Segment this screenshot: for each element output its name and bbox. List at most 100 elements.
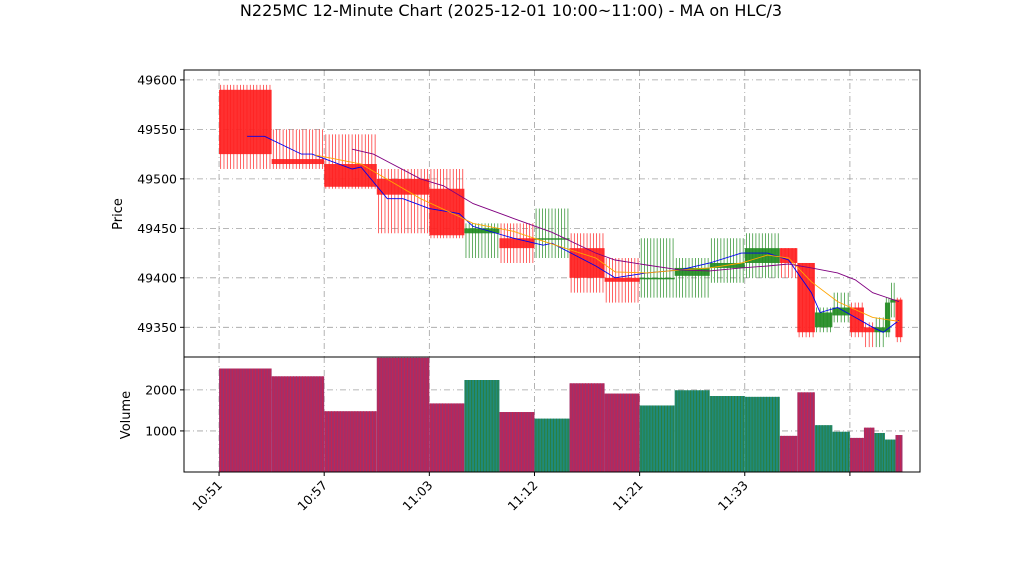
candle	[499, 223, 535, 263]
moving-average-lines	[247, 135, 900, 333]
candle-body	[832, 307, 850, 316]
moving-average-line	[247, 135, 900, 333]
volume-bar-fill	[874, 432, 885, 472]
time-tick-label: 10:51	[189, 478, 225, 514]
time-axis: 10:51 10:57 11:03 11:12 11:21 11:33	[189, 472, 851, 514]
volume-bar-fill	[744, 396, 780, 472]
volume-bar	[849, 437, 864, 472]
volume-bar	[271, 376, 325, 472]
volume-bar	[324, 411, 377, 472]
time-tick-label: 11:12	[505, 478, 541, 514]
volume-bar-fill	[814, 425, 833, 472]
volume-bar-fill	[709, 396, 745, 472]
candle	[709, 238, 745, 283]
volume-bar-fill	[464, 380, 500, 472]
candle	[271, 129, 325, 169]
volume-bar	[779, 435, 798, 472]
candle-body	[849, 307, 864, 333]
time-tick-label: 11:03	[399, 478, 435, 514]
volume-bar	[832, 431, 850, 472]
moving-average-line	[315, 154, 900, 322]
volume-bar-fill	[863, 427, 875, 472]
candle-body	[324, 164, 377, 187]
volume-bar-fill	[884, 439, 896, 472]
candle-body	[429, 188, 465, 236]
candle-body	[779, 248, 798, 263]
volume-tick-label: 2000	[145, 382, 177, 397]
price-tick-label: 49550	[137, 122, 177, 137]
candle-body	[814, 312, 833, 328]
candle-body	[271, 159, 325, 165]
volume-bar-fill	[674, 390, 710, 472]
volume-bar-fill	[779, 435, 798, 472]
volume-bar	[376, 357, 430, 472]
volume-bar-fill	[832, 431, 850, 472]
volume-bar	[797, 392, 815, 472]
price-grid	[184, 70, 920, 357]
candle	[863, 322, 875, 348]
candle	[429, 168, 465, 239]
volume-bar-fill	[797, 392, 815, 472]
volume-bar	[884, 439, 896, 472]
volume-bar	[429, 403, 465, 472]
volume-bar-fill	[429, 403, 465, 472]
time-tick-label: 10:57	[294, 478, 330, 514]
volume-bar-fill	[271, 376, 325, 472]
candle-body	[569, 248, 605, 278]
volume-bar	[464, 380, 500, 472]
candle	[464, 223, 500, 259]
volume-tick-label: 1000	[145, 423, 177, 438]
candle	[832, 292, 850, 323]
volume-panel-frame	[183, 356, 921, 473]
volume-bar	[499, 412, 535, 472]
time-tick-label: 11:33	[715, 478, 751, 514]
volume-bar	[895, 435, 903, 472]
volume-bar-fill	[324, 411, 377, 472]
time-tick-label: 11:21	[610, 478, 646, 514]
candle-body	[534, 238, 570, 240]
price-tick-label: 49350	[137, 320, 177, 335]
price-axis: 49350 49400 49450 49500 49550 49600	[137, 72, 184, 335]
volume-bar-fill	[569, 383, 605, 472]
volume-bar	[639, 405, 675, 472]
volume-bar	[863, 427, 875, 472]
price-tick-label: 49400	[137, 270, 177, 285]
volume-bar	[604, 393, 640, 472]
volume-bar	[814, 425, 833, 472]
candle	[884, 297, 891, 338]
candle-body	[884, 302, 891, 333]
candle	[569, 233, 605, 293]
candle-body	[863, 327, 875, 333]
price-tick-label: 49450	[137, 221, 177, 236]
volume-bar-fill	[499, 412, 535, 472]
candle-body	[890, 299, 896, 303]
candle-body	[639, 277, 675, 280]
candle	[895, 297, 903, 343]
candle-body	[464, 228, 500, 234]
volume-bar	[534, 418, 570, 472]
volume-bar-fill	[219, 368, 272, 472]
candles	[219, 84, 903, 348]
candle-body	[499, 238, 535, 249]
volume-bar	[674, 390, 710, 472]
volume-bar	[744, 396, 780, 472]
volume-axis: 1000 2000	[145, 382, 184, 438]
candle-body	[604, 277, 640, 282]
candle	[849, 302, 864, 338]
price-tick-label: 49500	[137, 171, 177, 186]
candle-body	[219, 89, 272, 155]
volume-bars	[219, 357, 903, 472]
volume-bar	[219, 368, 272, 472]
volume-axis-label: Volume	[119, 391, 134, 439]
chart-title: N225MC 12-Minute Chart (2025-12-01 10:00…	[240, 1, 782, 20]
volume-bar-fill	[604, 393, 640, 472]
price-axis-label: Price	[111, 198, 126, 230]
candle-body	[895, 299, 903, 338]
candle	[219, 84, 272, 169]
moving-average-line	[352, 148, 900, 303]
candle	[779, 248, 798, 278]
candle	[534, 208, 570, 259]
candle	[797, 262, 815, 338]
volume-bar	[874, 432, 885, 472]
